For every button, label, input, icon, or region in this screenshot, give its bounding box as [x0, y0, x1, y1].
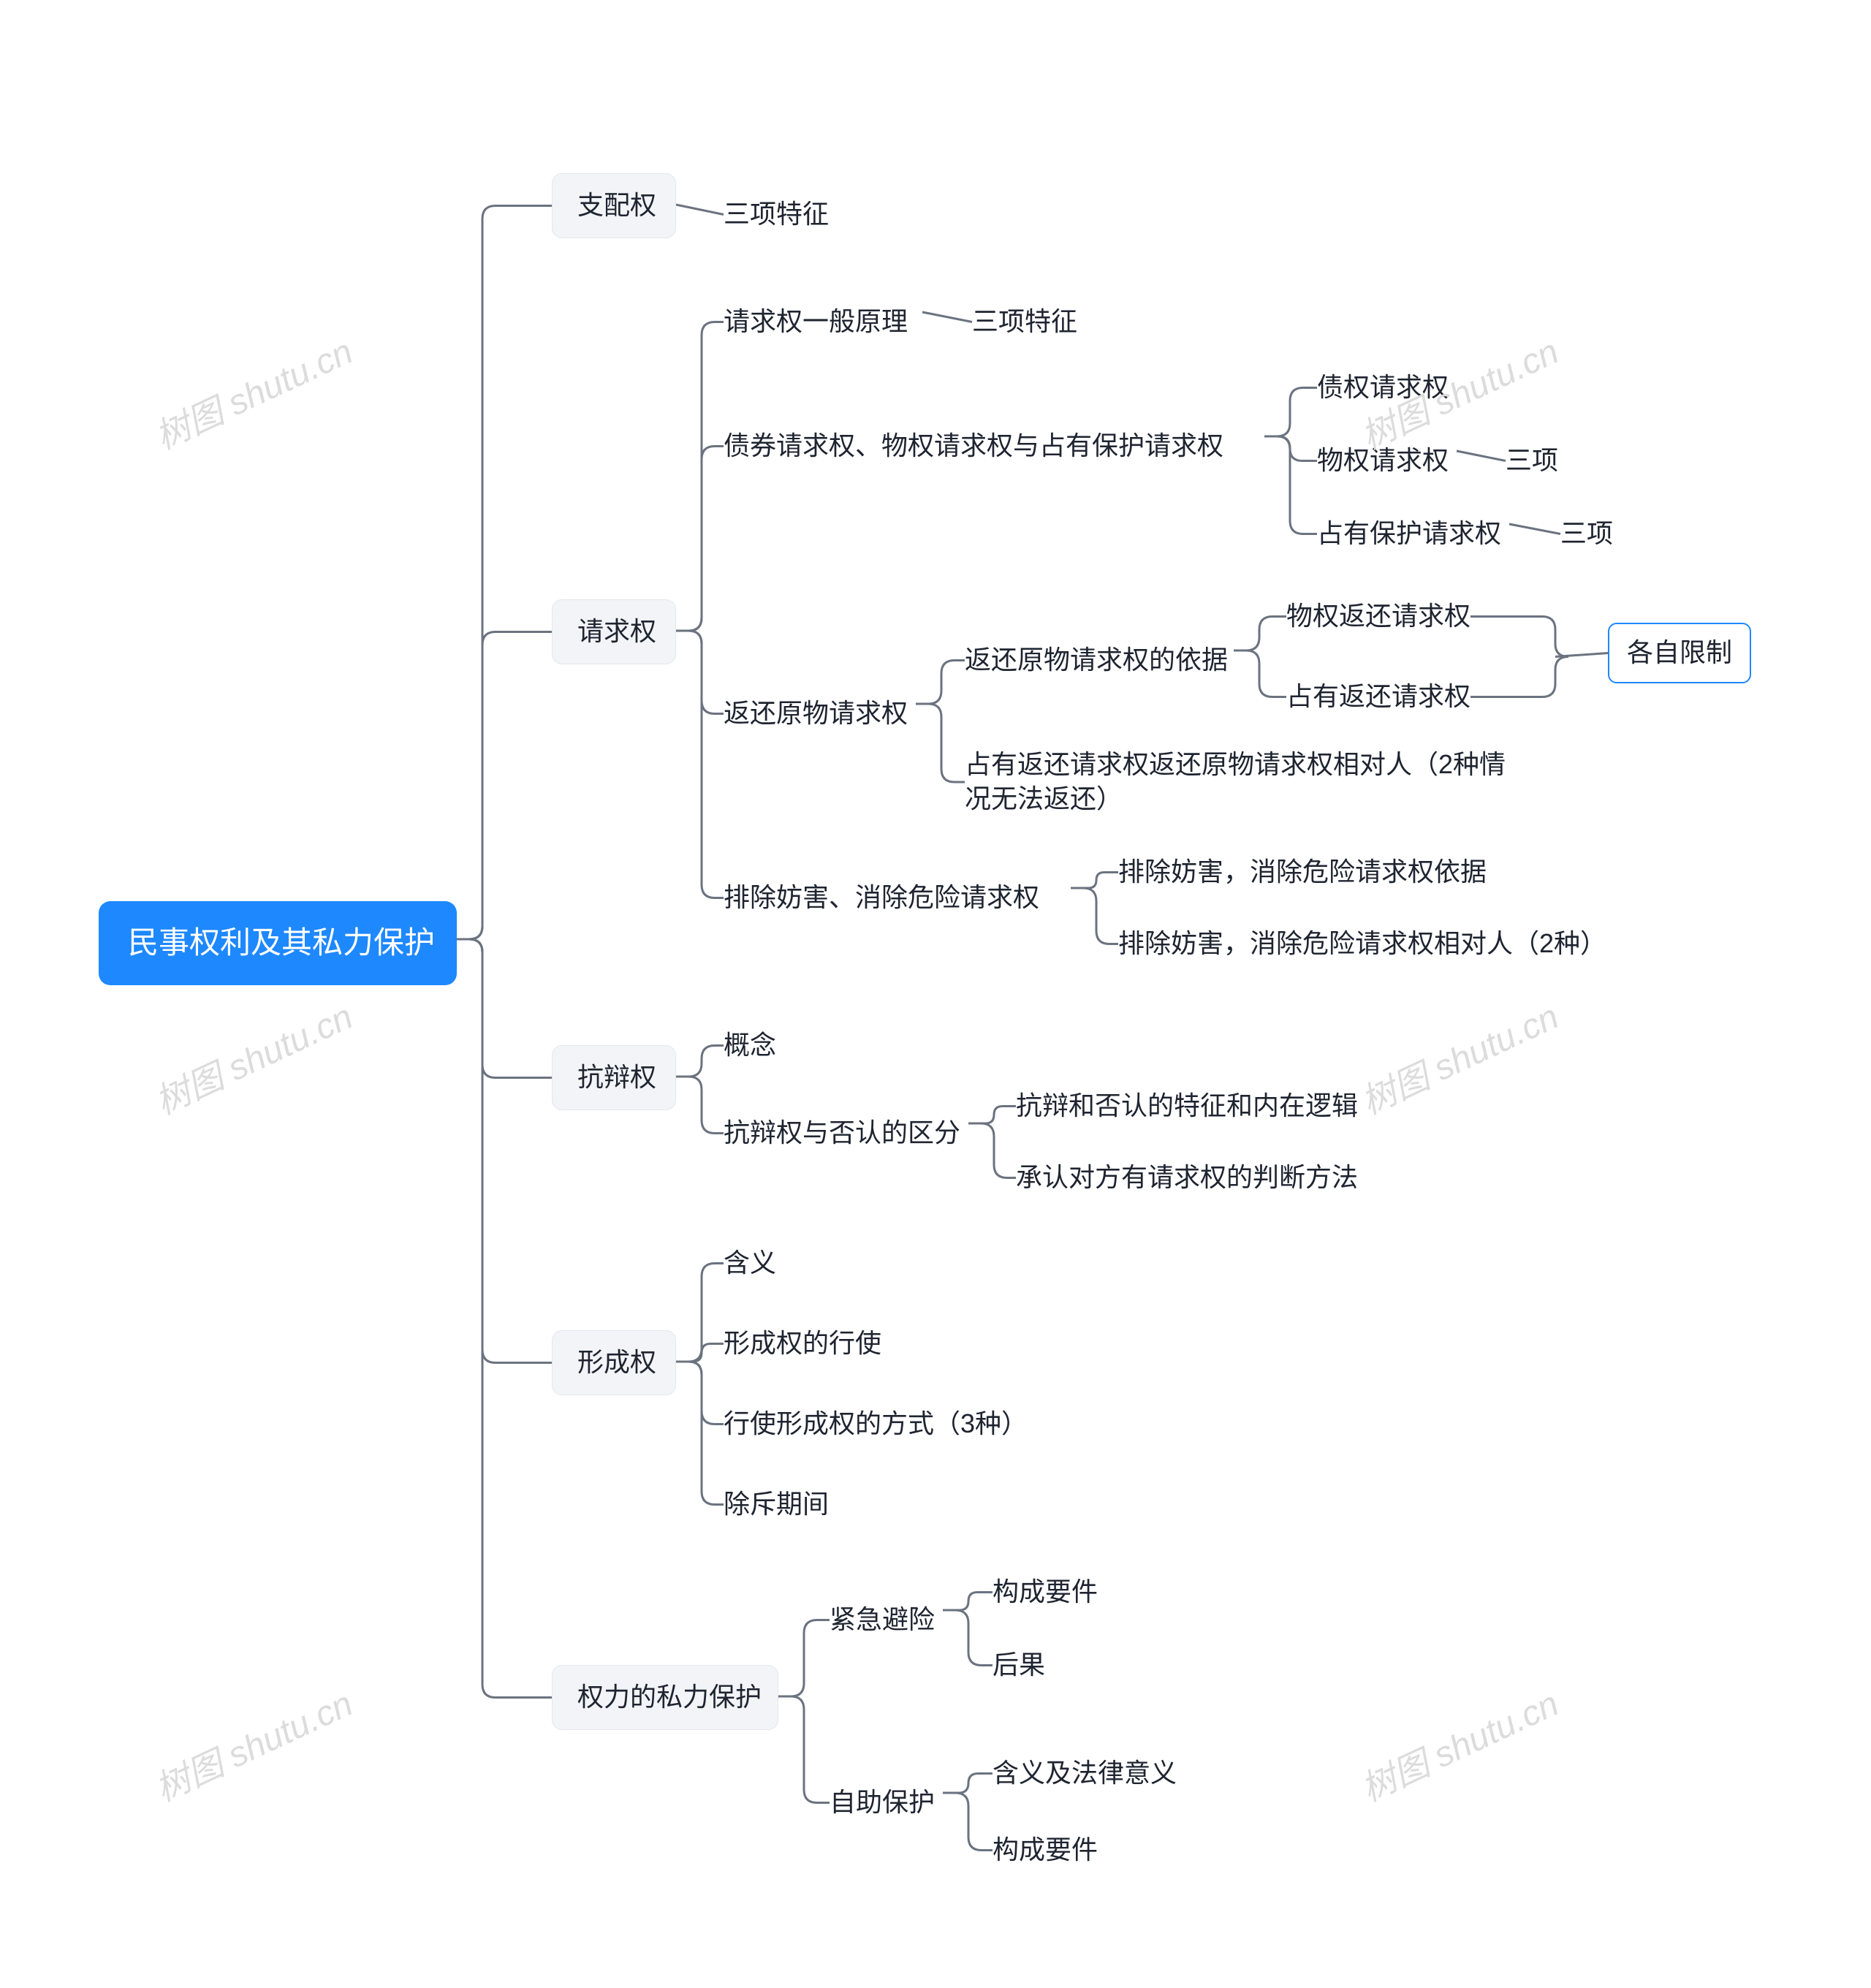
- edge: [676, 631, 724, 714]
- edge: [778, 1696, 830, 1803]
- node-l2c1[interactable]: 返还原物请求权的依据: [965, 636, 1228, 685]
- edge: [676, 1077, 724, 1134]
- edge: [1234, 650, 1286, 697]
- node-l3b1[interactable]: 抗辩和否认的特征和内在逻辑: [1016, 1082, 1358, 1131]
- edge: [943, 1793, 993, 1851]
- edge: [1470, 657, 1568, 697]
- node-l2c[interactable]: 返还原物请求权: [724, 689, 908, 738]
- watermark: 树图 shutu.cn: [1351, 988, 1566, 1124]
- edge: [1071, 888, 1118, 944]
- node-merge[interactable]: 各自限制: [1608, 623, 1751, 683]
- edge: [457, 632, 552, 940]
- edge: [676, 1344, 724, 1362]
- edge: [1509, 524, 1560, 534]
- node-l2b3[interactable]: 占有保护请求权: [1317, 509, 1501, 558]
- watermark: 树图 shutu.cn: [145, 323, 360, 459]
- watermark: 树图 shutu.cn: [145, 988, 360, 1124]
- edge: [676, 205, 724, 215]
- node-l2c1a[interactable]: 物权返还请求权: [1286, 592, 1470, 641]
- node-l5a1[interactable]: 构成要件: [993, 1568, 1098, 1617]
- node-l2a1[interactable]: 三项特征: [972, 297, 1077, 346]
- edge: [968, 1123, 1016, 1178]
- edge: [1264, 388, 1317, 437]
- node-l1a[interactable]: 三项特征: [724, 190, 829, 239]
- node-b1[interactable]: 支配权: [552, 173, 676, 238]
- edge: [1555, 653, 1608, 657]
- edge: [457, 939, 552, 1698]
- edge: [922, 312, 972, 322]
- node-b3[interactable]: 抗辩权: [552, 1045, 676, 1110]
- node-l5b2[interactable]: 构成要件: [993, 1826, 1098, 1875]
- edge: [457, 939, 552, 1078]
- edge: [916, 661, 965, 705]
- edge: [457, 939, 552, 1363]
- edge: [916, 704, 965, 782]
- node-b5[interactable]: 权力的私力保护: [552, 1665, 778, 1730]
- node-l2d1[interactable]: 排除妨害，消除危险请求权依据: [1118, 848, 1487, 897]
- edge: [676, 1362, 724, 1424]
- node-l2b3x[interactable]: 三项: [1560, 509, 1613, 558]
- edge: [1071, 873, 1118, 889]
- node-l2d[interactable]: 排除妨害、消除危险请求权: [724, 873, 1039, 922]
- edge: [676, 1362, 724, 1505]
- node-l2c2[interactable]: 占有返还请求权返还原物请求权相对人（2种情况无法返还）: [965, 740, 1520, 824]
- edge: [676, 631, 724, 898]
- edge: [1457, 451, 1506, 461]
- node-l2b[interactable]: 债券请求权、物权请求权与占有保护请求权: [724, 422, 1223, 471]
- edge: [1470, 617, 1568, 657]
- edge: [1234, 617, 1286, 651]
- edge: [457, 206, 552, 940]
- node-root[interactable]: 民事权利及其私力保护: [99, 901, 457, 985]
- node-l2b1[interactable]: 债权请求权: [1317, 363, 1449, 412]
- edge: [968, 1107, 1016, 1124]
- node-l3b[interactable]: 抗辩权与否认的区分: [724, 1109, 960, 1158]
- node-l4d[interactable]: 除斥期间: [724, 1480, 829, 1529]
- node-l2c1b[interactable]: 占有返还请求权: [1286, 672, 1470, 721]
- node-l3a[interactable]: 概念: [724, 1021, 776, 1070]
- edge: [943, 1610, 993, 1666]
- node-l2d2[interactable]: 排除妨害，消除危险请求权相对人（2种）: [1118, 919, 1606, 968]
- edge: [943, 1593, 993, 1611]
- edge: [676, 447, 724, 631]
- edge: [676, 322, 724, 631]
- node-l2b2x[interactable]: 三项: [1506, 436, 1558, 485]
- edge: [1264, 436, 1317, 461]
- edge: [778, 1620, 830, 1697]
- node-l4c[interactable]: 行使形成权的方式（3种）: [724, 1400, 1028, 1449]
- edge: [1264, 436, 1317, 534]
- edge: [676, 1264, 724, 1362]
- node-l5a[interactable]: 紧急避险: [830, 1596, 935, 1644]
- edge: [943, 1774, 993, 1794]
- node-b2[interactable]: 请求权: [552, 599, 676, 664]
- node-l3b2[interactable]: 承认对方有请求权的判断方法: [1016, 1153, 1358, 1202]
- node-l5a2[interactable]: 后果: [993, 1641, 1045, 1690]
- connector-layer: [0, 0, 1871, 1988]
- node-l5b1[interactable]: 含义及法律意义: [993, 1749, 1177, 1798]
- node-b4[interactable]: 形成权: [552, 1330, 676, 1395]
- node-l4a[interactable]: 含义: [724, 1239, 776, 1288]
- watermark: 树图 shutu.cn: [145, 1675, 360, 1811]
- watermark: 树图 shutu.cn: [1351, 1675, 1566, 1811]
- node-l2b2[interactable]: 物权请求权: [1317, 436, 1449, 485]
- node-l2a[interactable]: 请求权一般原理: [724, 297, 908, 346]
- edge: [676, 1046, 724, 1077]
- node-l4b[interactable]: 形成权的行使: [724, 1319, 881, 1368]
- node-l5b[interactable]: 自助保护: [830, 1778, 935, 1827]
